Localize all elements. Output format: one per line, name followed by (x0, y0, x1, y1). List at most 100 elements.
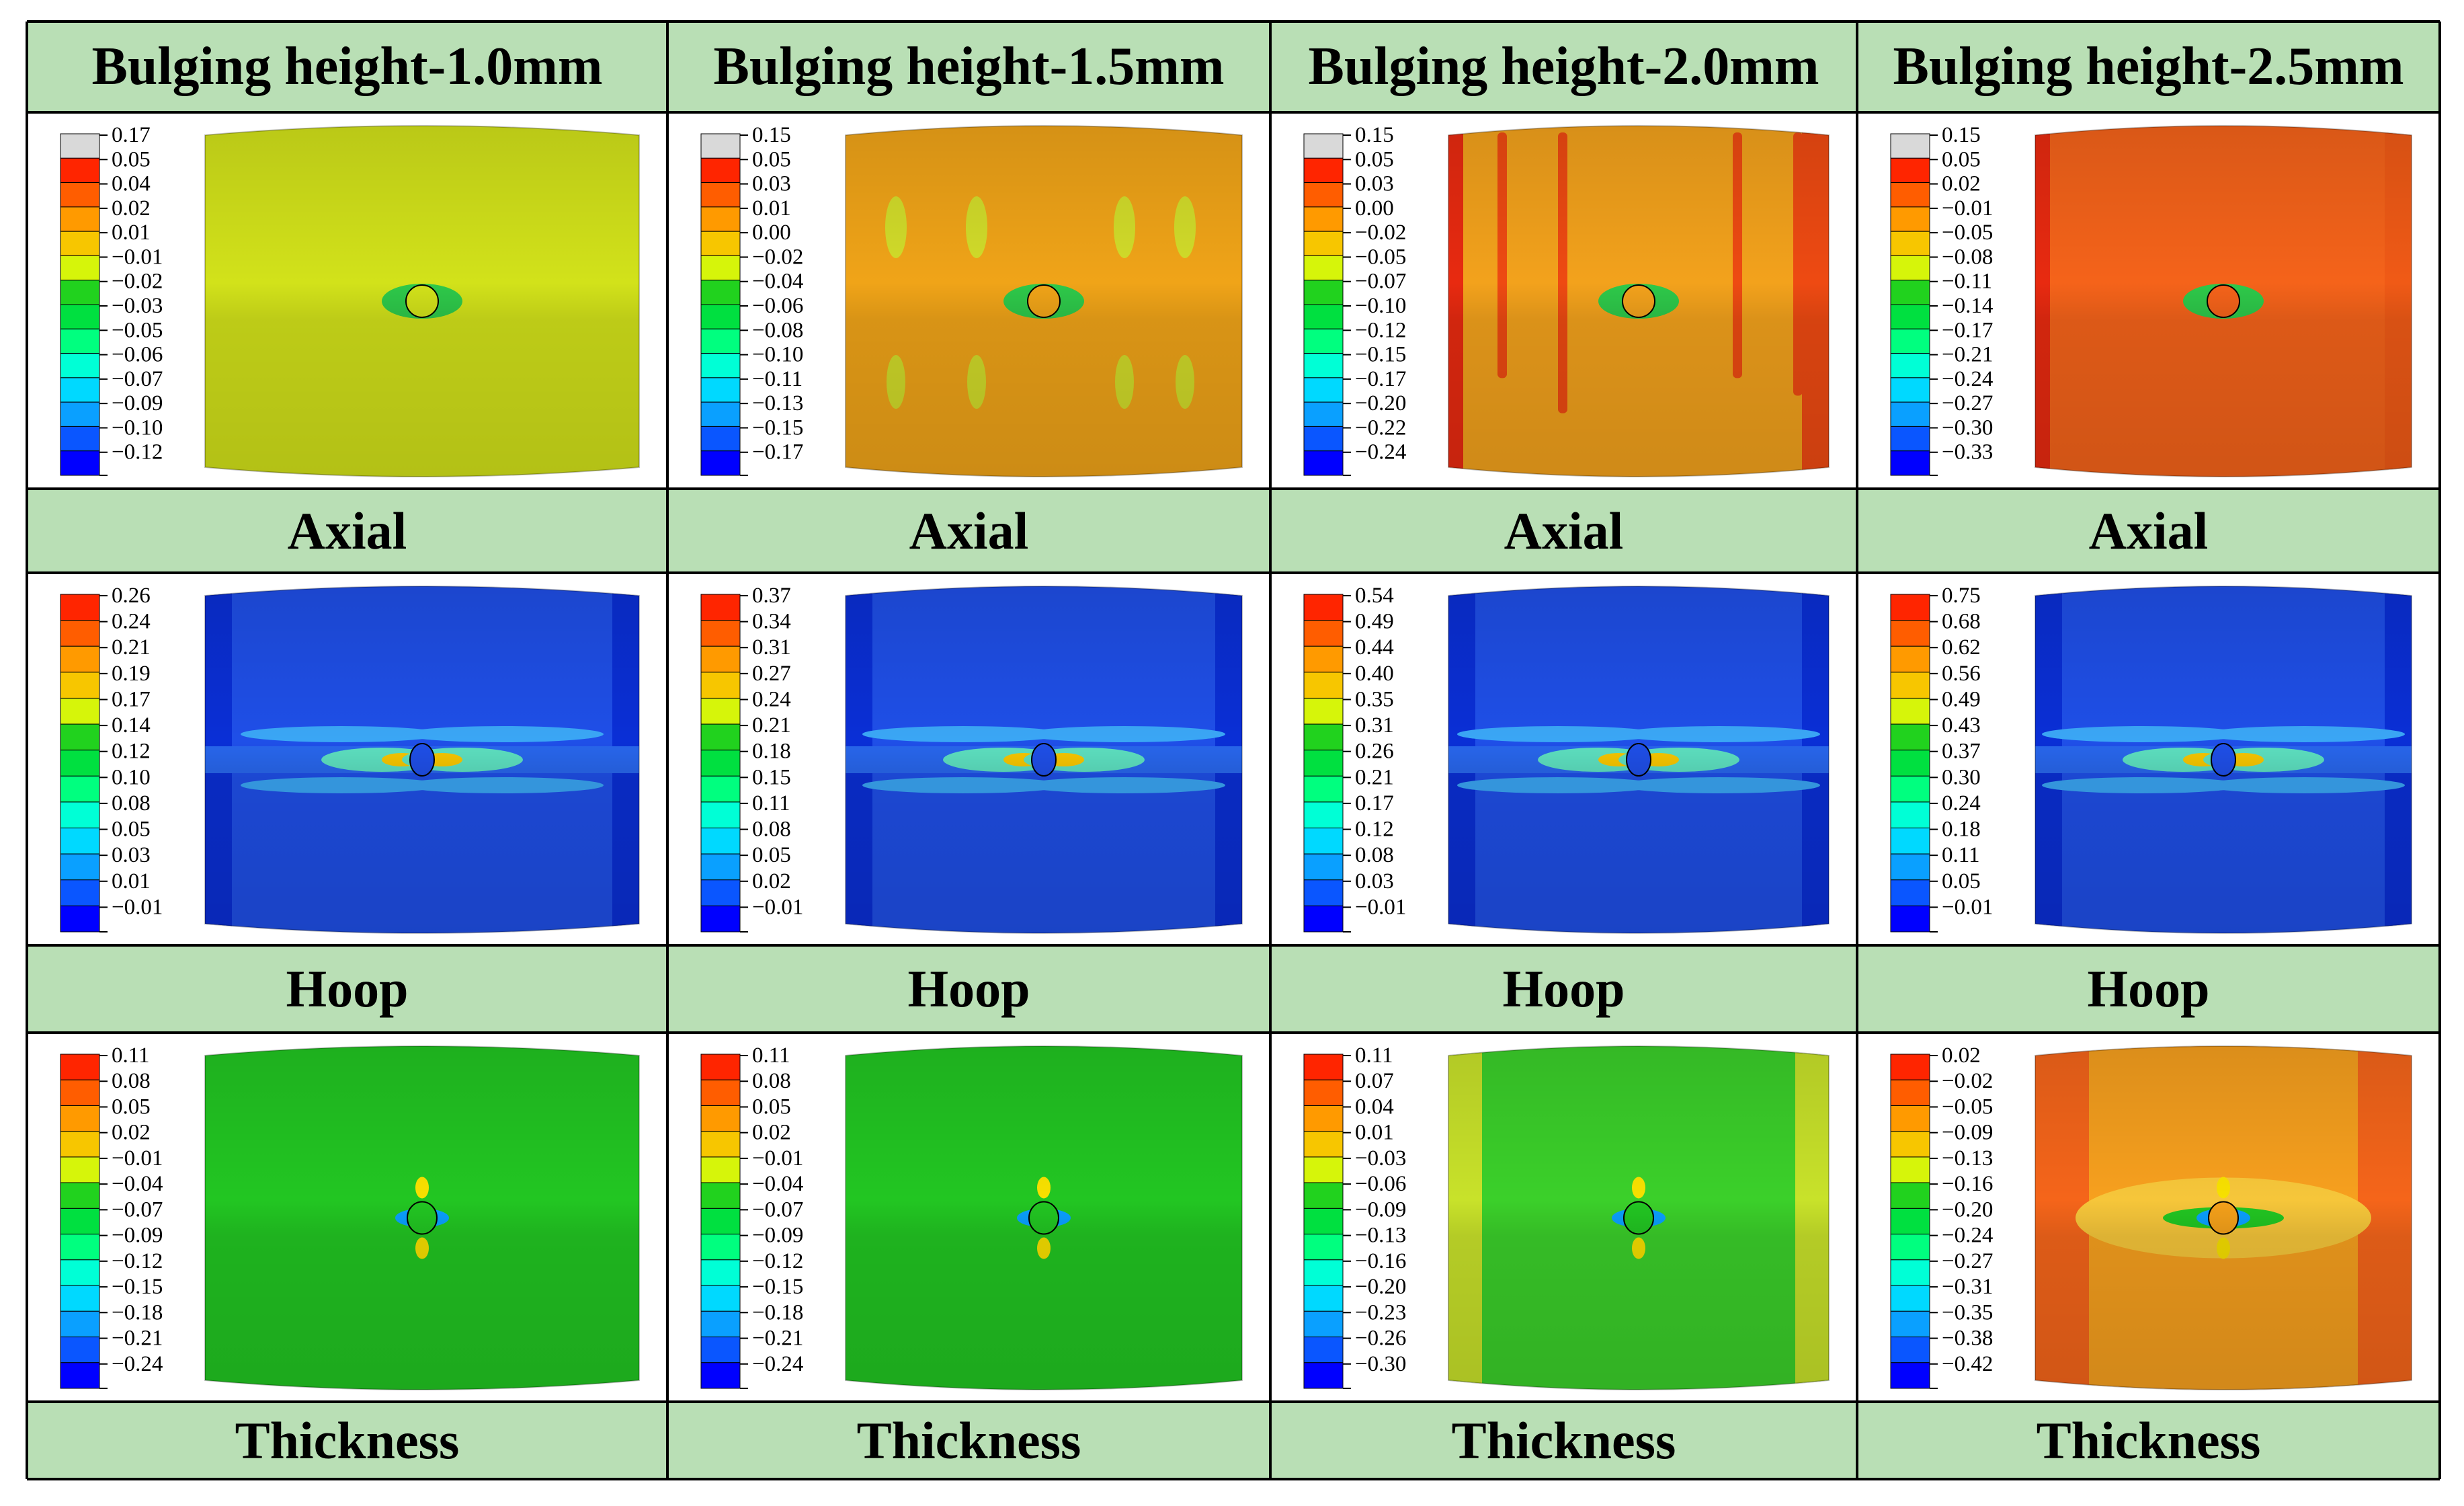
legend-swatch (1303, 353, 1344, 379)
legend-value: 0.68 (1942, 610, 1981, 634)
legend-swatch (1890, 1207, 1930, 1235)
legend-value: −0.15 (752, 1275, 803, 1299)
legend-value: −0.09 (1355, 1197, 1406, 1222)
legend-value: −0.14 (1942, 294, 1993, 318)
legend-swatch (60, 723, 100, 751)
legend-value: −0.16 (1942, 1172, 1993, 1196)
legend-value: −0.07 (112, 367, 163, 391)
legend-value: 0.05 (1355, 147, 1394, 171)
legend-value: 0.18 (1942, 818, 1981, 842)
legend-swatch (700, 377, 741, 403)
grid-line (26, 22, 28, 1479)
legend-value: −0.07 (752, 1197, 803, 1222)
legend-swatch (1890, 377, 1930, 403)
legend-swatch (700, 255, 741, 281)
grid-line (1856, 22, 1858, 1479)
legend-swatch (1303, 620, 1344, 647)
contour-plot-hoop-2.5mm: 0.750.680.620.560.490.430.370.300.240.18… (1890, 584, 2412, 934)
legend-swatch (60, 1131, 100, 1158)
legend-value: −0.35 (1942, 1300, 1993, 1324)
legend-value: −0.04 (112, 1172, 163, 1196)
legend-swatch (1303, 304, 1344, 329)
legend-value: −0.18 (112, 1300, 163, 1324)
legend-value: 0.31 (752, 635, 791, 660)
legend-swatch (1303, 1337, 1344, 1363)
legend-value: −0.02 (112, 270, 163, 294)
legend-value: −0.15 (1355, 343, 1406, 367)
legend-value: 0.10 (112, 765, 151, 789)
legend-value: 0.03 (112, 843, 151, 867)
legend-swatch (700, 750, 741, 777)
legend-swatch (1890, 697, 1930, 725)
legend-swatch (1890, 206, 1930, 232)
row-label-axial: Axial (1857, 489, 2440, 573)
legend-swatch (1303, 1207, 1344, 1235)
legend-swatch (60, 1182, 100, 1209)
legend-swatch (700, 1362, 741, 1389)
legend-value: 0.11 (752, 791, 790, 816)
legend-swatch (700, 672, 741, 699)
contour-plot-axial-1.5mm: 0.150.050.030.010.00−0.02−0.04−0.06−0.08… (700, 123, 1243, 477)
legend-value: 0.05 (1942, 869, 1981, 894)
legend-swatch (700, 905, 741, 933)
tube-surface (205, 126, 639, 477)
legend-value: −0.01 (112, 895, 163, 919)
legend-swatch (1303, 401, 1344, 427)
legend-value: −0.02 (1355, 221, 1406, 245)
contour-plot-axial-1.0mm: 0.170.050.040.020.01−0.01−0.02−0.03−0.05… (60, 123, 640, 477)
legend: 0.260.240.210.190.170.140.120.100.080.05… (60, 584, 163, 933)
legend-value: 0.01 (1355, 1121, 1394, 1145)
legend-value: 0.15 (1942, 123, 1981, 147)
legend-value: 0.21 (752, 713, 791, 738)
legend-value: −0.08 (752, 318, 803, 342)
legend-swatch (700, 1259, 741, 1286)
legend-swatch (700, 1182, 741, 1209)
legend-value: 0.24 (1942, 791, 1981, 816)
legend-value: 0.08 (752, 1069, 791, 1093)
tube-surface (846, 586, 1242, 933)
legend-swatch (700, 697, 741, 725)
column-header: Bulging height-1.5mm (667, 22, 1270, 112)
legend-swatch (700, 231, 741, 256)
legend-value: 0.24 (112, 610, 151, 634)
legend-value: 0.56 (1942, 662, 1981, 686)
grid-line (1269, 22, 1272, 1479)
legend-swatch (1303, 157, 1344, 184)
legend-value: −0.06 (1355, 1172, 1406, 1196)
legend-swatch (700, 801, 741, 829)
legend-swatch (60, 801, 100, 829)
legend-swatch (60, 645, 100, 673)
legend-swatch (1890, 620, 1930, 647)
legend-value: −0.03 (1355, 1146, 1406, 1171)
legend-swatch (1890, 182, 1930, 208)
legend-swatch (1303, 255, 1344, 281)
legend-value: −0.18 (752, 1300, 803, 1324)
legend: 0.540.490.440.400.350.310.260.210.170.12… (1303, 584, 1406, 933)
legend-value: −0.03 (112, 294, 163, 318)
legend-value: 0.15 (752, 123, 791, 147)
legend-swatch (1303, 1362, 1344, 1389)
legend-swatch (60, 775, 100, 803)
legend-value: −0.01 (1355, 895, 1406, 919)
legend-swatch (1303, 1105, 1344, 1132)
legend-swatch (1303, 1079, 1344, 1106)
legend-swatch (60, 280, 100, 305)
legend-value: 0.04 (112, 172, 151, 196)
legend-value: −0.12 (752, 1249, 803, 1273)
grid-line (2438, 22, 2441, 1479)
legend-value: −0.11 (1942, 270, 1992, 294)
legend-swatch (1303, 905, 1344, 933)
legend-value: 0.02 (112, 1121, 151, 1145)
grid-line (27, 487, 2440, 490)
legend-swatch (60, 353, 100, 379)
legend-swatch (1303, 1131, 1344, 1158)
legend-swatch (1303, 328, 1344, 354)
legend-value: −0.07 (112, 1197, 163, 1222)
legend: 0.750.680.620.560.490.430.370.300.240.18… (1890, 584, 1993, 933)
legend-value: 0.05 (112, 818, 151, 842)
legend-swatch (700, 182, 741, 208)
legend-value: −0.10 (752, 343, 803, 367)
legend-swatch (1303, 206, 1344, 232)
legend-value: −0.15 (752, 415, 803, 440)
legend-swatch (1890, 672, 1930, 699)
